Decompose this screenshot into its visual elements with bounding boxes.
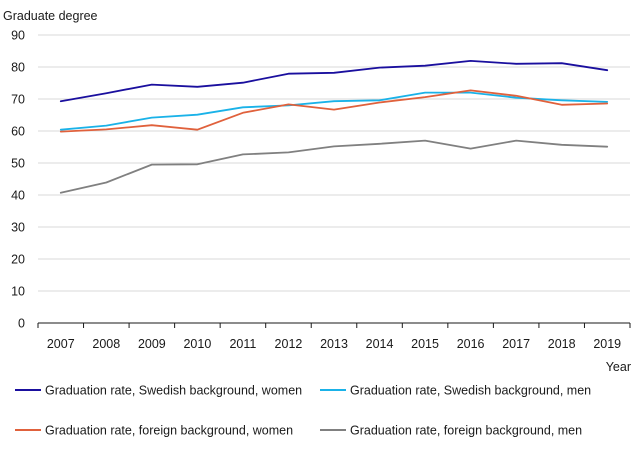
- y-tick-label: 50: [11, 157, 25, 171]
- x-tick-label: 2014: [366, 337, 394, 351]
- y-tick-label: 90: [11, 29, 25, 43]
- legend-label: Graduation rate, Swedish background, wom…: [45, 384, 302, 398]
- x-axis-title: Year: [606, 360, 631, 374]
- y-tick-label: 70: [11, 93, 25, 107]
- x-tick-label: 2017: [502, 337, 530, 351]
- legend: Graduation rate, Swedish background, wom…: [15, 384, 591, 438]
- x-tick-label: 2016: [457, 337, 485, 351]
- x-axis: [37, 322, 631, 328]
- y-tick-label: 20: [11, 253, 25, 267]
- x-tick-label: 2012: [275, 337, 303, 351]
- legend-label: Graduation rate, foreign background, wom…: [45, 424, 293, 438]
- legend-item: Graduation rate, foreign background, men: [320, 424, 582, 438]
- y-axis-title: Graduate degree: [3, 9, 98, 23]
- x-tick-label: 2013: [320, 337, 348, 351]
- series-line-1: [59, 60, 609, 103]
- x-tick-label: 2008: [92, 337, 120, 351]
- x-tick-label: 2011: [229, 337, 256, 351]
- legend-item: Graduation rate, foreign background, wom…: [15, 424, 293, 438]
- series-lines: [59, 60, 609, 194]
- x-tick-label: 2007: [47, 337, 75, 351]
- series-line-4: [59, 139, 609, 194]
- x-tick-label: 2009: [138, 337, 166, 351]
- series-line-3: [59, 89, 609, 133]
- y-tick-label: 10: [11, 285, 25, 299]
- legend-item: Graduation rate, Swedish background, wom…: [15, 384, 302, 398]
- y-tick-label: 0: [18, 317, 25, 331]
- y-axis-tick-labels: 0 10 20 30 40 50 60 70 80 90: [11, 29, 25, 331]
- x-tick-label: 2010: [183, 337, 211, 351]
- y-tick-label: 30: [11, 221, 25, 235]
- y-tick-label: 80: [11, 61, 25, 75]
- y-tick-label: 60: [11, 125, 25, 139]
- x-tick-label: 2018: [548, 337, 576, 351]
- series-line-2: [59, 91, 609, 131]
- x-axis-tick-labels: 2007 2008 2009 2010 2011 2012 2013 2014 2015 2016…: [47, 337, 621, 351]
- y-tick-label: 40: [11, 189, 25, 203]
- legend-item: Graduation rate, Swedish background, men: [320, 384, 591, 398]
- gridlines: [38, 34, 630, 292]
- x-tick-label: 2015: [411, 337, 439, 351]
- legend-label: Graduation rate, Swedish background, men: [350, 384, 591, 398]
- x-tick-label: 2019: [593, 337, 621, 351]
- legend-label: Graduation rate, foreign background, men: [350, 424, 582, 438]
